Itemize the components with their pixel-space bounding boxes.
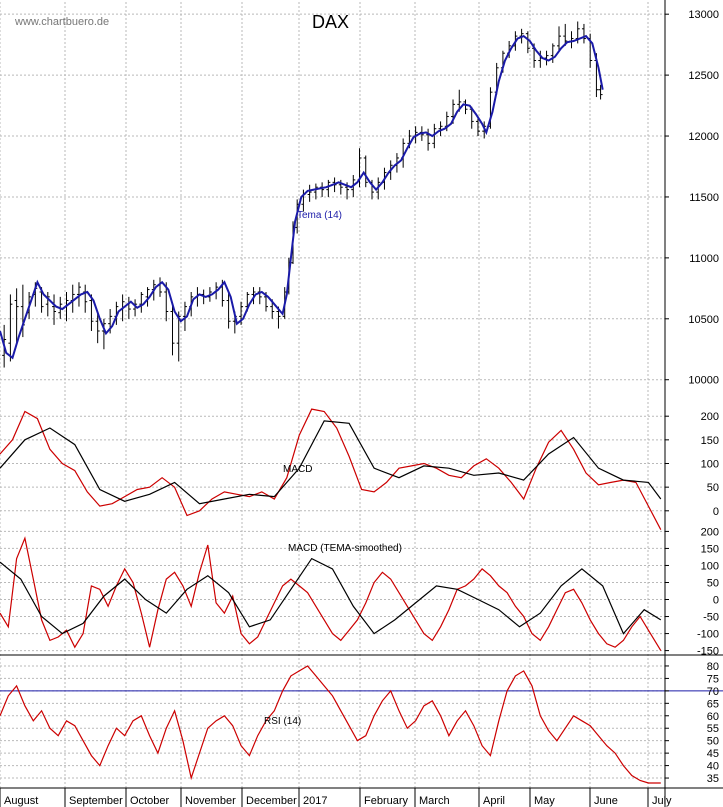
- y-tick-label: 100: [701, 560, 719, 572]
- y-tick-label: 10000: [688, 375, 719, 387]
- y-tick-label: 150: [701, 435, 719, 447]
- macd-label: MACD: [283, 464, 312, 475]
- month-label: November: [185, 795, 236, 807]
- panel-1: [0, 408, 662, 530]
- tema-line: [0, 34, 604, 360]
- month-label: April: [483, 795, 505, 807]
- month-label: August: [4, 795, 38, 807]
- y-tick-label: 200: [701, 526, 719, 538]
- y-tick-label: 11500: [689, 192, 719, 204]
- month-label: September: [69, 795, 123, 807]
- y-tick-label: 13000: [688, 9, 719, 21]
- series-line-0: [0, 665, 661, 784]
- y-tick-label: 35: [707, 773, 719, 785]
- y-tick-label: 40: [707, 761, 719, 773]
- month-label: October: [130, 795, 169, 807]
- y-tick-label: 100: [701, 459, 719, 471]
- month-label: 2017: [303, 795, 327, 807]
- macd-tema-label: MACD (TEMA-smoothed): [288, 543, 402, 554]
- tema-label: Tema (14): [297, 210, 342, 221]
- watermark: www.chartbuero.de: [14, 16, 109, 28]
- y-tick-label: 50: [707, 577, 719, 589]
- chart-title: DAX: [312, 12, 349, 32]
- series-line-1: [0, 557, 662, 635]
- y-tick-label: -50: [703, 612, 719, 624]
- y-tick-label: 60: [707, 711, 719, 723]
- month-label: December: [246, 795, 297, 807]
- y-tick-label: 50: [707, 736, 719, 748]
- month-labels: August September October November December 20…: [0, 788, 672, 807]
- panel-3: [0, 665, 723, 784]
- y-tick-label: 10500: [688, 314, 719, 326]
- rsi-label: RSI (14): [264, 716, 301, 727]
- y-tick-label: 55: [707, 723, 719, 735]
- month-label: May: [534, 795, 555, 807]
- y-tick-label: 0: [713, 506, 719, 518]
- series-line-1: [0, 420, 662, 505]
- y-tick-label: 80: [707, 661, 719, 673]
- month-label: March: [419, 795, 450, 807]
- y-tick-label: 150: [701, 543, 719, 555]
- panels: [0, 21, 723, 784]
- series-line-0: [0, 536, 662, 651]
- month-label: June: [594, 795, 618, 807]
- y-tick-label: -150: [697, 646, 719, 658]
- month-label: July: [652, 795, 672, 807]
- panel-0: [0, 21, 604, 368]
- y-tick-label: 75: [707, 673, 719, 685]
- y-tick-label: 200: [701, 411, 719, 423]
- y-tick-label: -100: [697, 629, 719, 641]
- y-tick-label: 11000: [689, 253, 719, 265]
- y-tick-label: 12500: [688, 70, 719, 82]
- y-tick-label: 0: [713, 595, 719, 607]
- series-line-0: [0, 408, 662, 530]
- y-tick-label: 50: [707, 482, 719, 494]
- y-tick-label: 65: [707, 698, 719, 710]
- month-label: February: [364, 795, 409, 807]
- y-tick-label: 45: [707, 748, 719, 760]
- y-tick-label: 12000: [688, 131, 719, 143]
- y-tick-label: 70: [707, 686, 719, 698]
- panel-2: [0, 536, 662, 651]
